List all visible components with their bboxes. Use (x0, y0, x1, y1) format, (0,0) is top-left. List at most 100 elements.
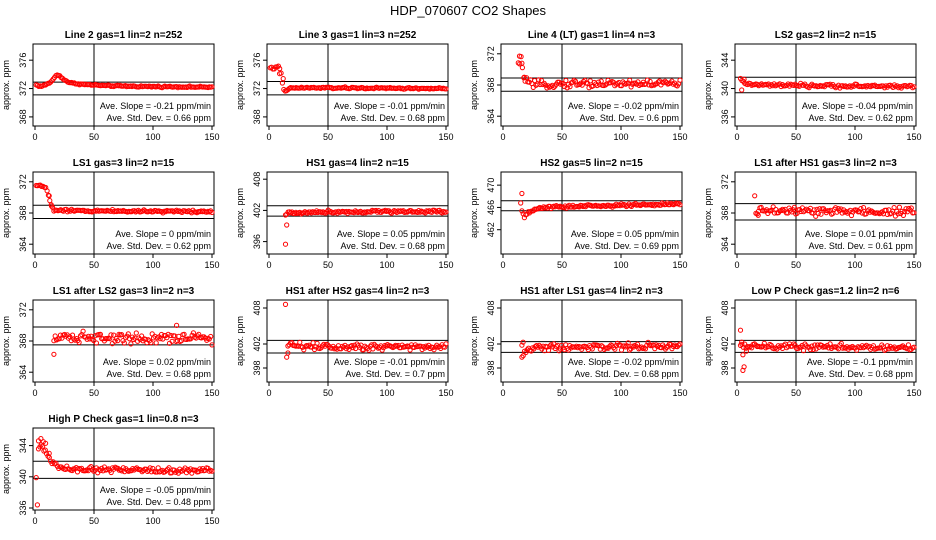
data-point (739, 87, 745, 93)
data-point (516, 53, 523, 59)
data-point (737, 327, 744, 333)
data-point (33, 475, 39, 481)
y-tick-label: 368 (18, 333, 28, 348)
data-point (284, 354, 290, 360)
data-point (908, 205, 914, 211)
y-tick-label: 408 (252, 172, 262, 187)
data-point (111, 332, 117, 338)
x-tick-label: 50 (791, 388, 801, 398)
data-point (818, 211, 824, 217)
data-point (115, 338, 121, 344)
plot-frame (734, 299, 917, 383)
data-point (285, 350, 291, 356)
chart-panel: LS2 gas=2 lin=2 n=15 0 50 100 150 336 340 344 ap… (703, 30, 922, 142)
data-point (185, 466, 191, 473)
data-point (173, 469, 179, 475)
data-point (662, 78, 668, 84)
x-tick-label: 100 (847, 388, 862, 398)
data-point (741, 76, 747, 82)
data-point (877, 345, 884, 351)
stddev-stat: Ave. Std. Dev. = 0.68 ppm (575, 369, 679, 379)
panel-title: Line 3 gas=1 lin=3 n=252 (299, 30, 417, 41)
data-point (800, 348, 807, 354)
x-tick-label: 50 (89, 132, 99, 142)
slope-stat: Ave. Slope = 0 ppm/min (115, 229, 211, 239)
x-tick-label: 100 (613, 388, 628, 398)
data-point (563, 77, 569, 84)
slope-stat: Ave. Slope = -0.1 ppm/min (807, 357, 913, 367)
data-point (763, 345, 769, 351)
data-point (131, 336, 137, 343)
data-point (443, 86, 449, 92)
x-tick-label: 150 (438, 260, 453, 270)
data-point (676, 200, 682, 206)
plot-frame (266, 43, 449, 127)
data-point (37, 182, 43, 188)
y-axis-label: approx. ppm (235, 316, 245, 366)
x-tick-label: 0 (266, 132, 271, 142)
y-tick-label: 402 (486, 336, 496, 351)
data-point (622, 344, 629, 350)
data-point (645, 339, 651, 345)
x-tick-label: 150 (672, 388, 687, 398)
x-tick-label: 0 (734, 260, 739, 270)
x-tick-label: 0 (734, 388, 739, 398)
x-tick-label: 100 (145, 516, 160, 526)
x-tick-label: 100 (145, 388, 160, 398)
data-point (148, 340, 154, 346)
y-tick-label: 336 (720, 109, 730, 124)
stddev-stat: Ave. Std. Dev. = 0.68 ppm (107, 369, 211, 379)
panel-title: HS1 after LS1 gas=4 lin=2 n=3 (520, 286, 663, 297)
data-point (139, 469, 145, 475)
data-point (59, 335, 65, 341)
panel-title: LS1 gas=3 lin=2 n=15 (73, 158, 175, 169)
y-axis-label: approx. ppm (235, 188, 245, 238)
y-axis-label: approx. ppm (469, 188, 479, 238)
data-point (599, 343, 605, 349)
data-point (367, 343, 373, 349)
y-tick-label: 340 (18, 469, 28, 484)
data-point (752, 193, 758, 199)
data-point (76, 339, 82, 345)
plot-frame (32, 43, 215, 127)
x-tick-label: 50 (323, 132, 333, 142)
y-tick-label: 368 (18, 109, 28, 124)
data-point (370, 346, 376, 352)
data-point (93, 340, 100, 346)
data-point (125, 331, 131, 337)
y-axis-label: approx. ppm (1, 316, 11, 366)
y-tick-label: 398 (720, 360, 730, 375)
stddev-stat: Ave. Std. Dev. = 0.66 ppm (107, 113, 211, 123)
data-point (314, 340, 320, 346)
data-point (579, 346, 585, 352)
y-axis-label: approx. ppm (1, 60, 11, 110)
y-tick-label: 402 (720, 336, 730, 351)
data-point (166, 465, 172, 471)
x-tick-label: 100 (613, 260, 628, 270)
data-point (44, 188, 50, 194)
y-tick-label: 402 (252, 203, 262, 218)
data-point (813, 213, 819, 219)
chart-panel: HS1 gas=4 lin=2 n=15 0 50 100 150 396 402 408 ap… (235, 158, 454, 270)
x-tick-label: 0 (500, 388, 505, 398)
slope-stat: Ave. Slope = 0.05 ppm/min (571, 229, 679, 239)
x-tick-label: 100 (145, 132, 160, 142)
y-tick-label: 462 (486, 222, 496, 237)
data-point (739, 341, 745, 347)
x-tick-label: 100 (847, 132, 862, 142)
data-point (677, 341, 683, 347)
data-point (277, 66, 283, 72)
x-tick-label: 0 (32, 516, 37, 526)
data-point (576, 81, 583, 88)
slope-stat: Ave. Slope = -0.05 ppm/min (100, 485, 211, 495)
data-point (46, 450, 52, 456)
stddev-stat: Ave. Std. Dev. = 0.68 ppm (341, 113, 445, 123)
y-tick-label: 408 (486, 300, 496, 315)
data-point (51, 351, 57, 357)
x-tick-label: 150 (672, 132, 687, 142)
data-point (519, 65, 526, 71)
data-point (582, 77, 588, 84)
data-point (767, 83, 773, 89)
data-point (310, 340, 316, 346)
data-point (64, 463, 70, 469)
